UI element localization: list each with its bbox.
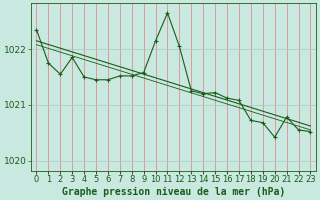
X-axis label: Graphe pression niveau de la mer (hPa): Graphe pression niveau de la mer (hPa) <box>62 186 285 197</box>
